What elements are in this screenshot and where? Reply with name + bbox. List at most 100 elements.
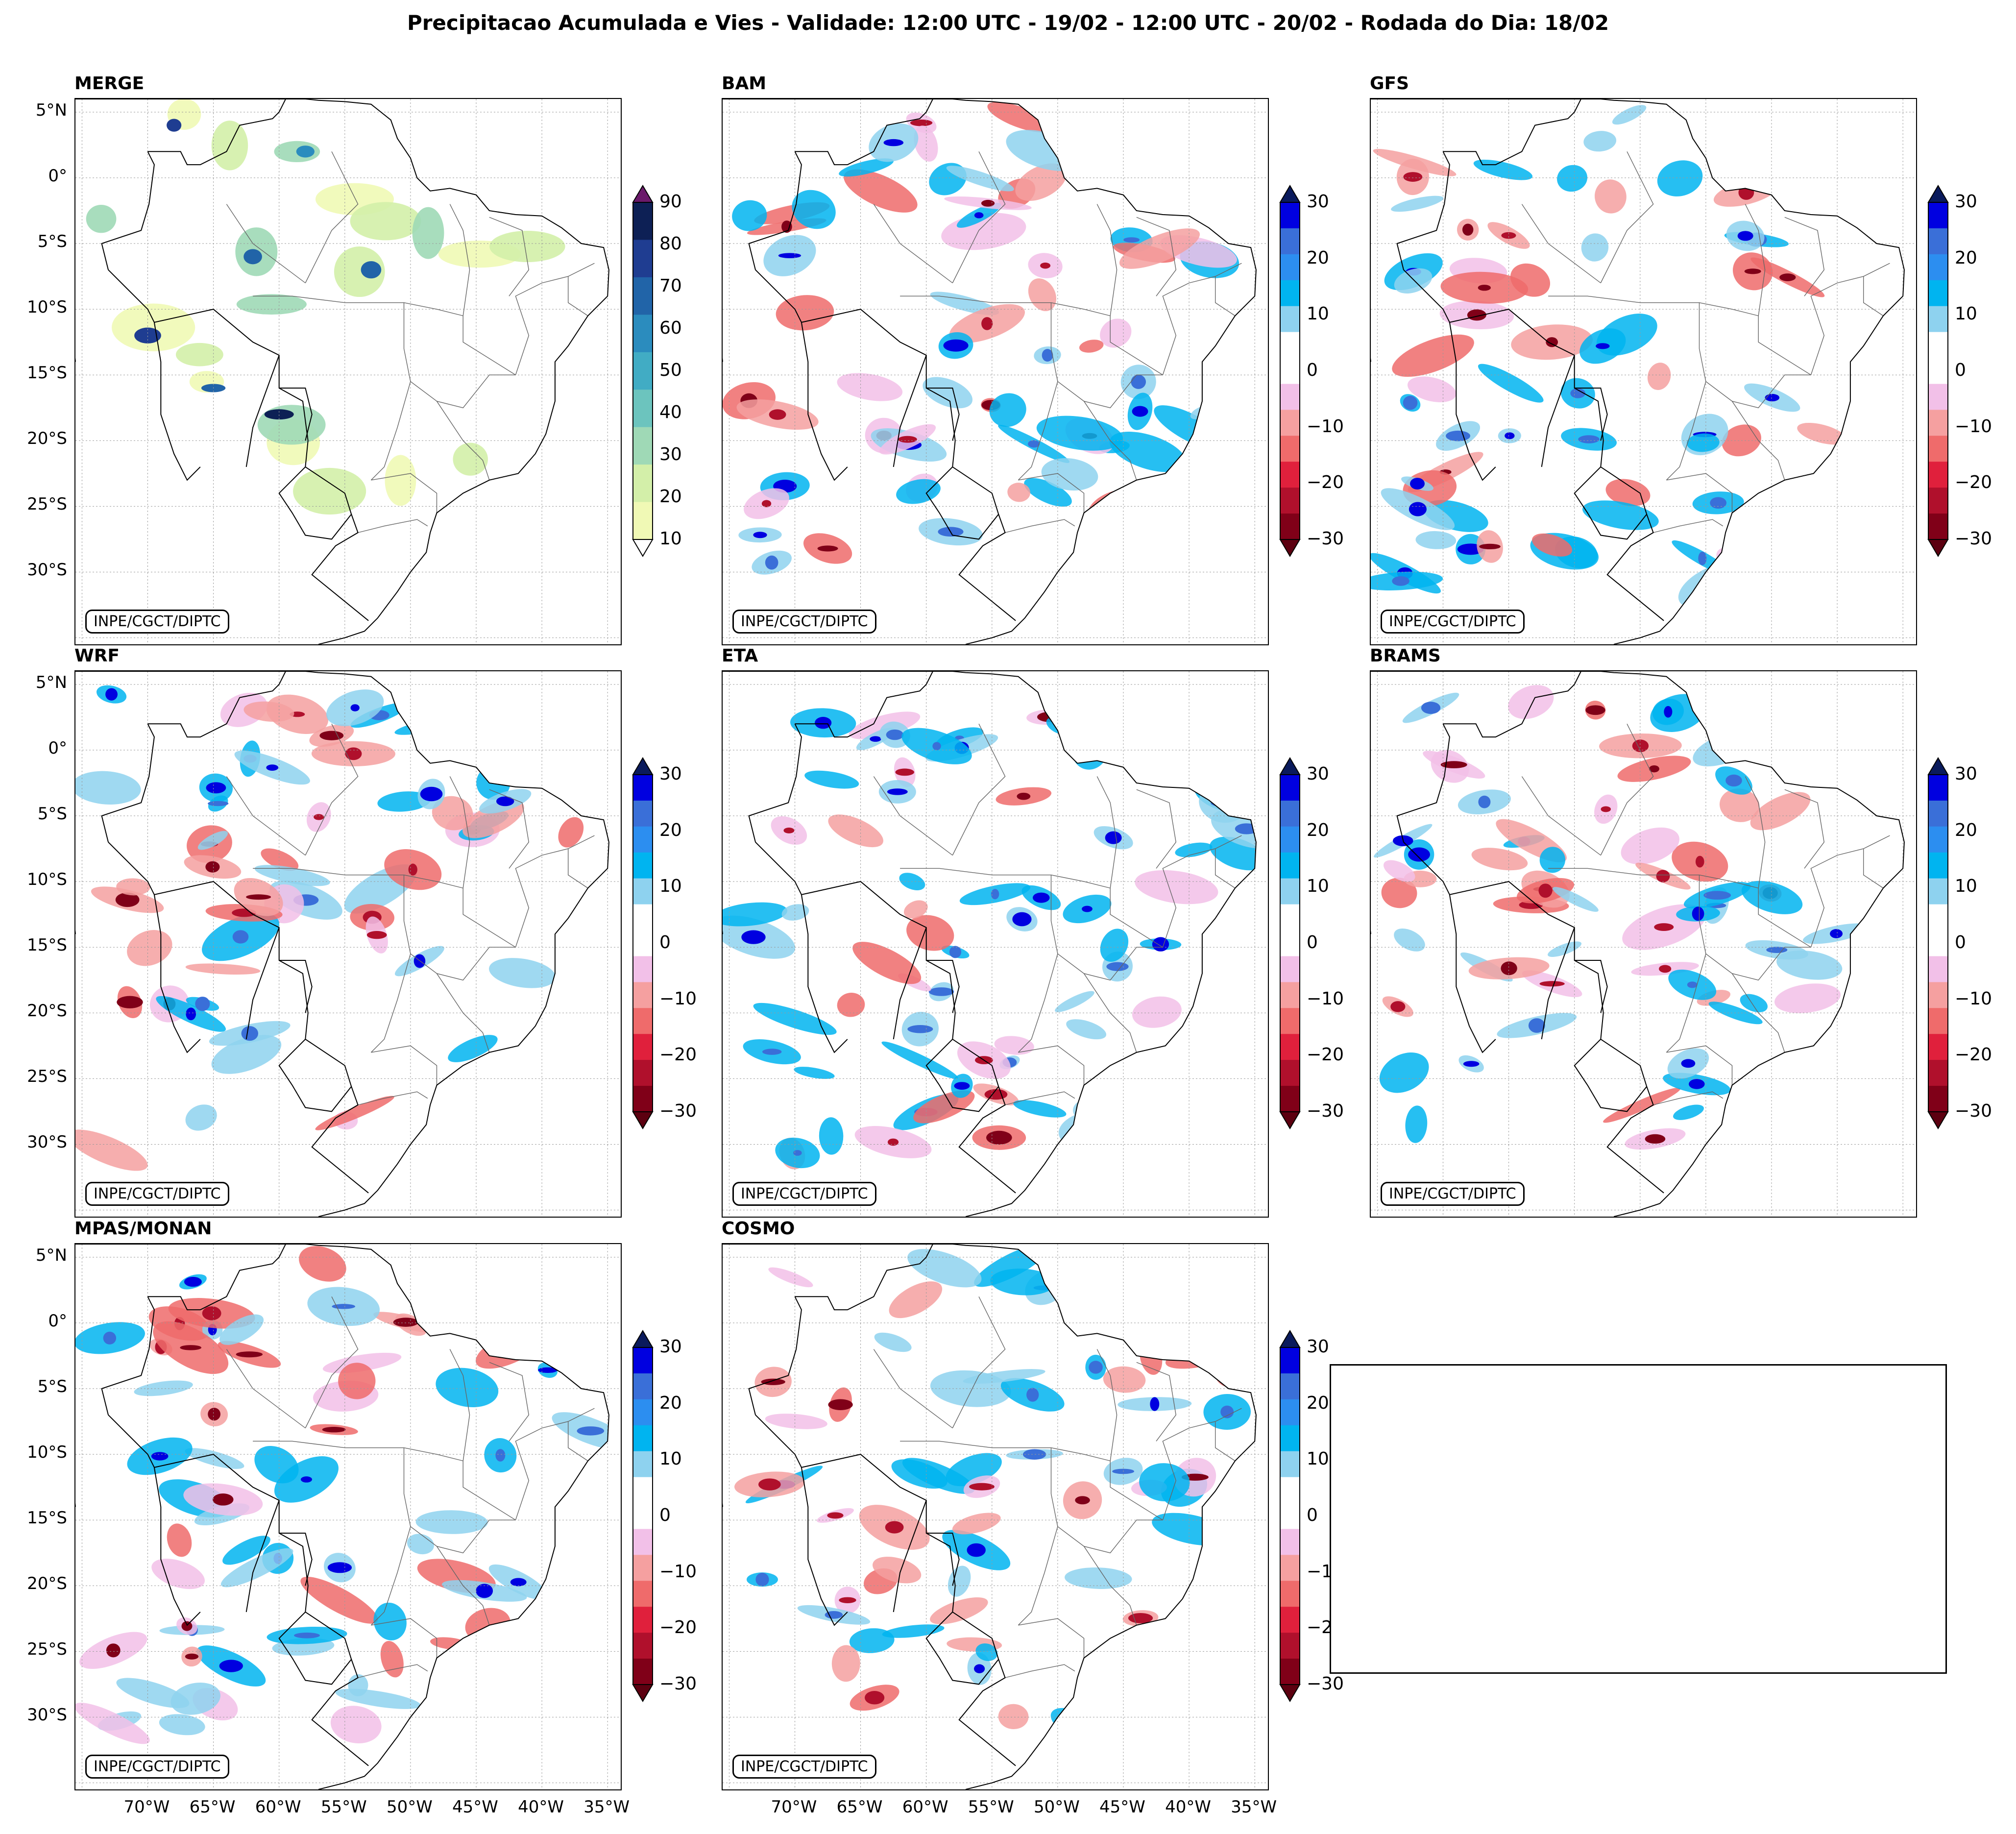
colorbar-graphic bbox=[1927, 757, 1949, 1129]
colorbar-segment bbox=[1928, 982, 1948, 1008]
wet-bias-blob bbox=[1657, 160, 1703, 196]
dry-bias-core bbox=[910, 119, 933, 126]
wet-bias-blob bbox=[1548, 941, 1582, 957]
dry-bias-blob bbox=[1605, 479, 1651, 507]
state-boundary bbox=[371, 1045, 437, 1085]
wet-bias-blob bbox=[1553, 887, 1599, 912]
empty-panel bbox=[1330, 1364, 1947, 1674]
wet-bias-blob bbox=[1612, 105, 1647, 125]
dry-bias-core bbox=[208, 1408, 220, 1421]
colorbar-extend-min bbox=[1927, 539, 1949, 557]
colorbar-segment bbox=[1280, 1477, 1300, 1504]
state-boundary bbox=[1810, 263, 1890, 375]
dry-bias-blob bbox=[1135, 870, 1218, 905]
country-border bbox=[925, 1612, 999, 1685]
wet-bias-blob bbox=[1126, 1112, 1151, 1143]
wet-bias-core bbox=[206, 782, 226, 794]
colorbar-segment bbox=[1280, 1659, 1300, 1685]
coastline bbox=[723, 99, 1257, 644]
longitude-label: 60°W bbox=[255, 1797, 301, 1817]
dry-bias-blob bbox=[952, 1513, 1001, 1535]
latitude-label: 10°S bbox=[27, 870, 67, 890]
state-boundary bbox=[873, 204, 953, 284]
colorbar-tick-label: 50 bbox=[659, 360, 682, 380]
country-border bbox=[1396, 151, 1450, 270]
dry-bias-core bbox=[1539, 981, 1565, 987]
wet-bias-blob bbox=[1177, 1092, 1223, 1114]
wet-bias-core bbox=[1861, 1035, 1873, 1046]
dry-bias-blob bbox=[450, 1254, 507, 1283]
wet-bias-core bbox=[1220, 1405, 1234, 1418]
precip-blob bbox=[489, 230, 565, 263]
dry-bias-core bbox=[1114, 1317, 1123, 1330]
state-boundary bbox=[1653, 1091, 1724, 1105]
wet-bias-core bbox=[1703, 891, 1731, 900]
colorbar-tick-label: 10 bbox=[1307, 876, 1329, 897]
colorbar-tick-label: 10 bbox=[659, 1449, 682, 1469]
colorbar-segment bbox=[633, 427, 653, 465]
country-border bbox=[108, 1414, 369, 1766]
colorbar-segment bbox=[633, 240, 653, 278]
wet-bias-blob bbox=[541, 1604, 595, 1632]
wet-bias-core bbox=[457, 682, 476, 691]
wet-bias-core bbox=[422, 721, 442, 729]
country-border bbox=[801, 1467, 848, 1626]
dry-bias-blob bbox=[467, 1093, 536, 1133]
wet-bias-blob bbox=[1136, 512, 1212, 556]
dry-bias-core bbox=[887, 1138, 899, 1146]
longitude-label: 60°W bbox=[902, 1797, 948, 1817]
colorbar-tick-label: −20 bbox=[659, 1617, 697, 1638]
panel-title: BRAMS bbox=[1370, 646, 1441, 666]
wet-bias-core bbox=[332, 1304, 356, 1309]
precip-blob bbox=[86, 204, 117, 233]
wet-bias-blob bbox=[794, 1067, 835, 1079]
colorbar-tick-label: 30 bbox=[1955, 192, 1977, 212]
country-border bbox=[101, 723, 155, 842]
colorbar-segment bbox=[1280, 1060, 1300, 1086]
wet-bias-core bbox=[1185, 1685, 1196, 1692]
wet-bias-core bbox=[350, 704, 360, 711]
state-boundary bbox=[515, 835, 595, 948]
longitude-label: 55°W bbox=[320, 1797, 367, 1817]
state-boundary bbox=[952, 723, 1006, 856]
map-canvas bbox=[723, 1244, 1268, 1789]
colorbar-segment bbox=[1280, 202, 1300, 229]
panel-title: ETA bbox=[722, 646, 758, 666]
colorbar-tick-label: 10 bbox=[659, 529, 682, 549]
colorbar-tick-label: 30 bbox=[1955, 764, 1977, 784]
wet-bias-blob bbox=[1798, 103, 1873, 141]
map-panel-gfs: INPE/CGCT/DIPTC bbox=[1370, 98, 1917, 645]
state-boundary bbox=[1083, 401, 1137, 481]
colorbar-tick-label: 10 bbox=[659, 876, 682, 897]
wet-bias-blob bbox=[723, 902, 788, 927]
wet-bias-blob bbox=[891, 1459, 947, 1489]
dry-bias-blob bbox=[903, 900, 928, 919]
wet-bias-blob bbox=[1712, 1135, 1794, 1170]
dry-bias-core bbox=[769, 409, 786, 420]
wet-bias-core bbox=[1765, 393, 1780, 402]
country-border bbox=[153, 894, 201, 1053]
latitude-label: 0° bbox=[48, 738, 67, 758]
wet-bias-core bbox=[1022, 1449, 1046, 1460]
precip-core bbox=[264, 409, 294, 420]
wet-bias-core bbox=[1106, 962, 1129, 971]
map-panel-merge: INPE/CGCT/DIPTC bbox=[74, 98, 622, 645]
wet-bias-blob bbox=[254, 1445, 299, 1484]
map-panel-eta: INPE/CGCT/DIPTC bbox=[722, 670, 1269, 1218]
wet-bias-blob bbox=[946, 166, 1014, 192]
state-boundary bbox=[1096, 1349, 1117, 1461]
state-boundary bbox=[900, 1441, 1163, 1520]
colorbar-segment bbox=[1280, 254, 1300, 281]
wet-bias-core bbox=[1698, 551, 1707, 565]
wet-bias-core bbox=[232, 930, 249, 944]
colorbar-segment bbox=[1928, 904, 1948, 931]
latitude-label: 5°S bbox=[37, 804, 67, 824]
wet-bias-core bbox=[195, 997, 210, 1011]
dry-bias-blob bbox=[914, 125, 938, 162]
credit-label: INPE/CGCT/DIPTC bbox=[85, 1182, 229, 1206]
longitude-label: 35°W bbox=[583, 1797, 630, 1817]
dry-bias-core bbox=[1128, 1613, 1153, 1623]
state-boundary bbox=[1548, 295, 1811, 375]
state-boundary bbox=[449, 776, 470, 888]
dry-bias-core bbox=[1212, 553, 1237, 561]
